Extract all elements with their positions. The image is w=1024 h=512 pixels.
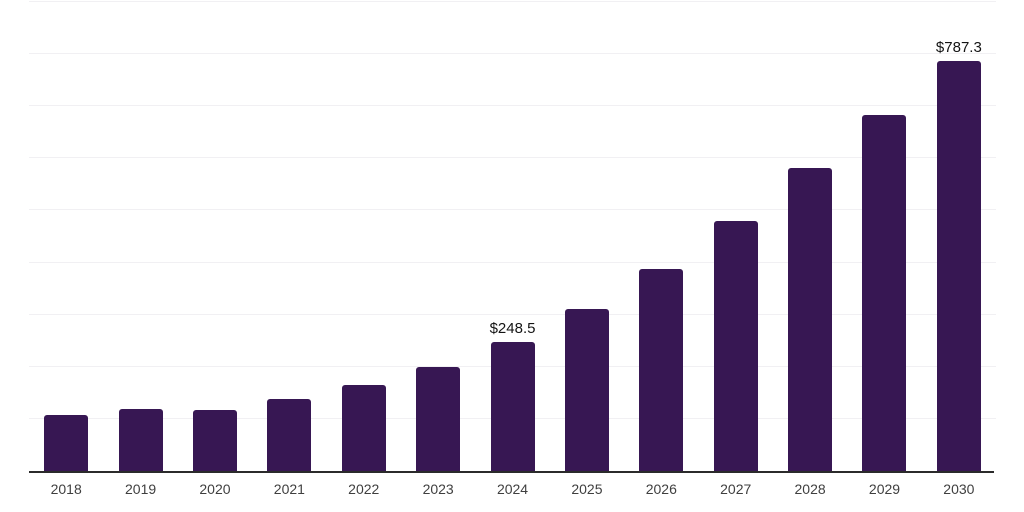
bar-column-2019 [103,2,177,471]
x-tick-label-2030: 2030 [943,481,975,497]
gridline-800 [29,53,996,55]
gridline-900 [29,1,996,2]
bar-2026 [639,268,684,471]
gridline-600 [29,157,996,159]
plot-area: $248.5 $787.3 [29,1,996,471]
bar-2029 [862,115,907,471]
gridline-400 [29,261,996,263]
x-axis-line [29,471,994,473]
x-tick-label-2024: 2024 [496,481,529,497]
x-tick-label-2029: 2029 [868,481,901,497]
bar-2020 [192,410,237,471]
bar-2030 [936,60,981,471]
x-axis-labels: 2018 2019 2020 2021 2022 2023 2024 2025 2026 2027… [29,481,996,497]
bar-column-2026 [624,2,698,471]
gridline-700 [29,105,996,107]
bar-value-label-2024: $248.5 [489,319,536,337]
x-tick-label-2025: 2025 [571,481,603,497]
bar-2025 [564,308,609,471]
x-tick-label-2028: 2028 [794,481,826,497]
bar-column-2023 [401,2,475,471]
bar-2023 [416,366,461,471]
bar-column-2021 [252,2,326,471]
bar-2028 [788,168,833,471]
bar-column-2024: $248.5 [475,2,549,471]
bar-column-2027 [699,2,773,471]
bar-2022 [341,384,386,471]
bar-column-2020 [178,2,252,471]
x-tick-label-2018: 2018 [50,481,82,497]
bar-2024 [490,341,535,471]
bar-column-2022 [327,2,401,471]
x-tick-label-2021: 2021 [273,481,305,497]
x-tick-label-2020: 2020 [199,481,231,497]
x-tick-label-2026: 2026 [645,481,677,497]
bar-column-2018 [29,2,103,471]
bar-column-2030: $787.3 [922,2,996,471]
bar-2021 [267,398,312,471]
bar-2019 [118,409,163,471]
bar-column-2025 [550,2,624,471]
bars-row: $248.5 $787.3 [29,2,996,471]
bar-value-label-2030: $787.3 [935,38,982,56]
x-tick-label-2019: 2019 [125,481,157,497]
bar-column-2028 [773,2,847,471]
x-tick-label-2022: 2022 [348,481,380,497]
x-tick-label-2023: 2023 [422,481,454,497]
gridline-500 [29,209,996,211]
bar-column-2029 [847,2,921,471]
bar-2027 [713,220,758,471]
x-tick-label-2027: 2027 [720,481,752,497]
gridline-300 [29,313,996,315]
bar-2018 [44,415,89,471]
